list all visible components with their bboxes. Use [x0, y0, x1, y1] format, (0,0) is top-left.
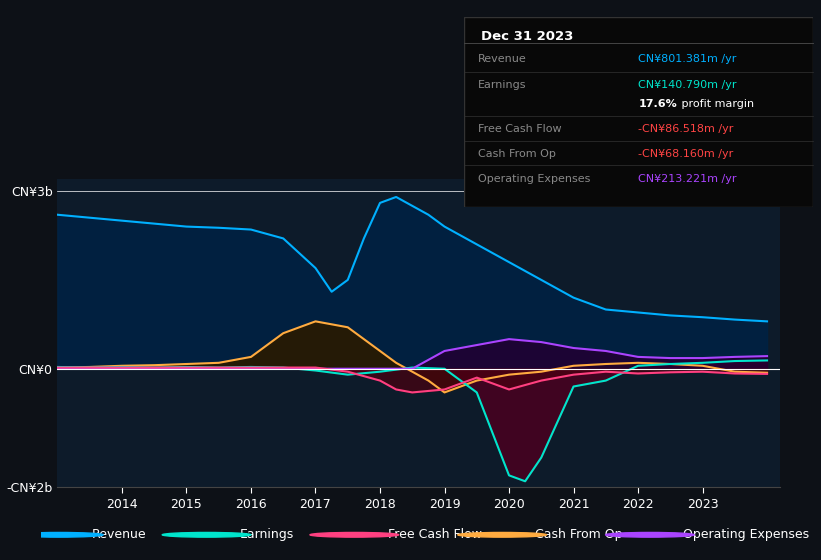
Text: Operating Expenses: Operating Expenses — [478, 174, 590, 184]
Text: Revenue: Revenue — [478, 54, 526, 64]
Text: 17.6%: 17.6% — [639, 99, 677, 109]
Text: Free Cash Flow: Free Cash Flow — [478, 124, 562, 134]
Text: CN¥140.790m /yr: CN¥140.790m /yr — [639, 80, 736, 90]
Text: CN¥801.381m /yr: CN¥801.381m /yr — [639, 54, 736, 64]
Text: Earnings: Earnings — [240, 528, 294, 542]
Text: Earnings: Earnings — [478, 80, 526, 90]
Text: Cash From Op: Cash From Op — [535, 528, 623, 542]
Text: profit margin: profit margin — [678, 99, 754, 109]
Circle shape — [310, 533, 399, 537]
Circle shape — [15, 533, 103, 537]
Circle shape — [458, 533, 547, 537]
Text: Revenue: Revenue — [92, 528, 147, 542]
Text: Operating Expenses: Operating Expenses — [683, 528, 810, 542]
Text: -CN¥86.518m /yr: -CN¥86.518m /yr — [639, 124, 734, 134]
Text: Dec 31 2023: Dec 31 2023 — [481, 30, 574, 43]
Text: Free Cash Flow: Free Cash Flow — [388, 528, 482, 542]
Text: CN¥213.221m /yr: CN¥213.221m /yr — [639, 174, 736, 184]
Circle shape — [606, 533, 695, 537]
Text: -CN¥68.160m /yr: -CN¥68.160m /yr — [639, 149, 734, 159]
Text: Cash From Op: Cash From Op — [478, 149, 556, 159]
Circle shape — [163, 533, 251, 537]
